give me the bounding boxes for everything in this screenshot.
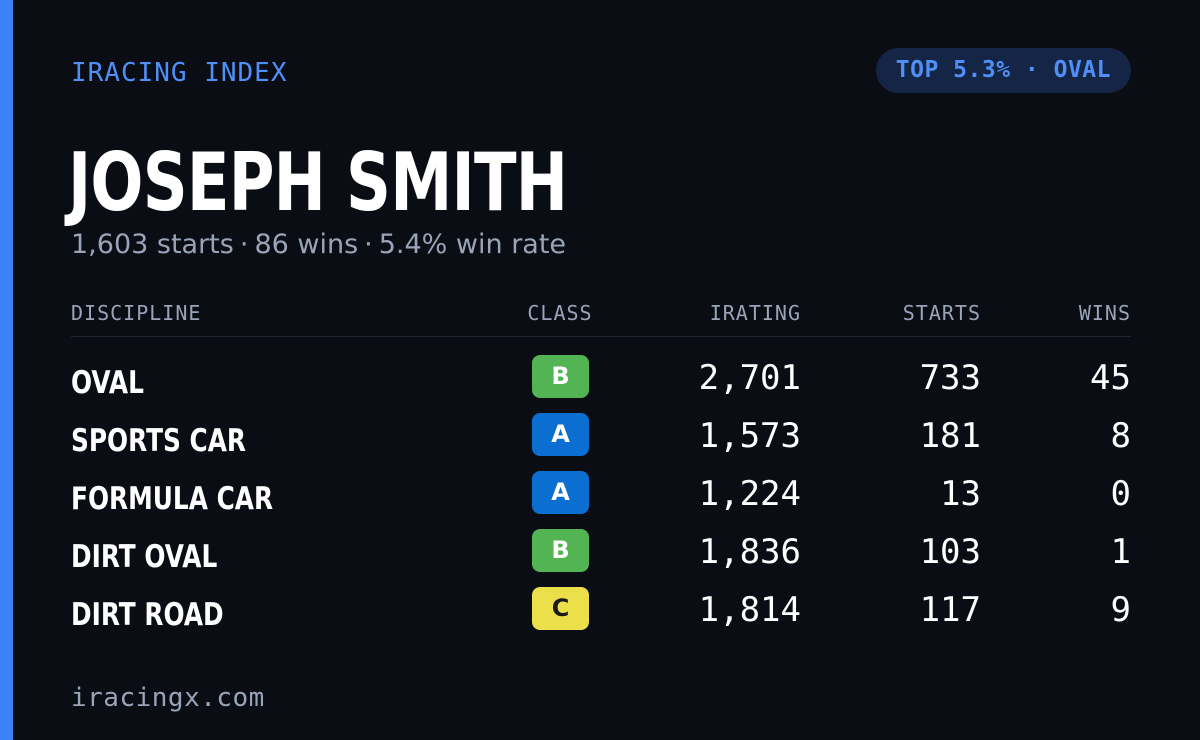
class-badge: A xyxy=(532,471,589,514)
driver-summary: 1,603 starts · 86 wins · 5.4% win rate xyxy=(71,226,566,264)
column-header-discipline: DISCIPLINE xyxy=(71,301,202,325)
column-header-starts: STARTS xyxy=(902,301,981,325)
table-row: DIRT ROAD C 1,814 117 9 xyxy=(71,587,1131,645)
wins-value: 9 xyxy=(1110,590,1131,630)
column-header-class: CLASS xyxy=(527,301,593,325)
rank-badge: TOP 5.3% · OVAL xyxy=(875,48,1131,93)
brand-label: IRACING INDEX xyxy=(71,58,288,88)
column-header-irating: IRATING xyxy=(709,301,801,325)
irating-value: 1,814 xyxy=(698,590,801,630)
table-header: DISCIPLINE CLASS IRATING STARTS WINS xyxy=(71,296,1131,337)
summary-separator: · xyxy=(239,229,249,260)
site-url[interactable]: iracingx.com xyxy=(71,683,265,713)
starts-value: 181 xyxy=(919,416,981,456)
win-rate-summary: 5.4% win rate xyxy=(378,229,567,260)
discipline-name: DIRT ROAD xyxy=(71,597,224,633)
starts-value: 733 xyxy=(919,358,981,398)
discipline-name: OVAL xyxy=(71,365,144,401)
discipline-name: FORMULA CAR xyxy=(71,481,274,517)
starts-summary: 1,603 starts xyxy=(71,229,234,260)
table-row: FORMULA CAR A 1,224 13 0 xyxy=(71,471,1131,529)
table-row: OVAL B 2,701 733 45 xyxy=(71,355,1131,413)
wins-value: 1 xyxy=(1110,532,1131,572)
irating-value: 1,224 xyxy=(698,474,801,514)
summary-separator: · xyxy=(364,229,373,260)
discipline-name: SPORTS CAR xyxy=(71,423,247,459)
wins-summary: 86 wins xyxy=(254,229,359,260)
starts-value: 103 xyxy=(919,532,981,572)
driver-name: JOSEPH SMITH xyxy=(68,136,568,229)
discipline-table: DISCIPLINE CLASS IRATING STARTS WINS OVA… xyxy=(71,296,1131,645)
table-row: DIRT OVAL B 1,836 103 1 xyxy=(71,529,1131,587)
class-badge: B xyxy=(532,355,589,398)
column-header-wins: WINS xyxy=(1078,301,1131,325)
irating-value: 2,701 xyxy=(698,358,801,398)
irating-value: 1,836 xyxy=(698,532,801,572)
wins-value: 0 xyxy=(1110,474,1131,514)
class-badge: C xyxy=(532,587,589,630)
irating-value: 1,573 xyxy=(698,416,801,456)
accent-bar xyxy=(0,0,13,740)
starts-value: 117 xyxy=(919,590,981,630)
starts-value: 13 xyxy=(940,474,981,514)
class-badge: A xyxy=(532,413,589,456)
class-badge: B xyxy=(532,529,589,572)
table-row: SPORTS CAR A 1,573 181 8 xyxy=(71,413,1131,471)
wins-value: 8 xyxy=(1110,416,1131,456)
table-body: OVAL B 2,701 733 45 SPORTS CAR A 1,573 1… xyxy=(71,355,1131,645)
wins-value: 45 xyxy=(1090,358,1131,398)
discipline-name: DIRT OVAL xyxy=(71,539,218,575)
